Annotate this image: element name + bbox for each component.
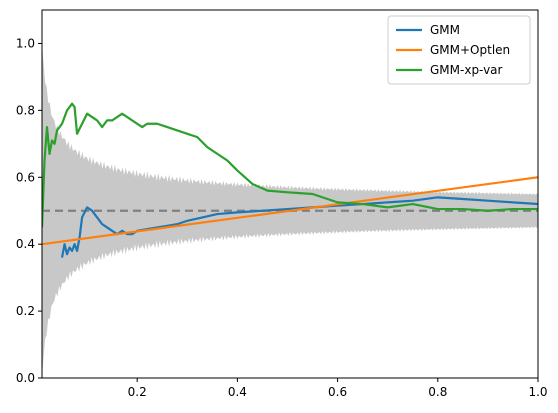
y-tick-label: 0.6 bbox=[16, 170, 35, 184]
legend-label-gmm-xp-var: GMM-xp-var bbox=[430, 63, 503, 77]
x-tick-label: 0.8 bbox=[428, 385, 447, 399]
y-tick-label: 0.0 bbox=[16, 371, 35, 385]
x-tick-label: 0.6 bbox=[328, 385, 347, 399]
legend-label-gmm: GMM bbox=[430, 23, 460, 37]
x-tick-label: 0.4 bbox=[228, 385, 247, 399]
y-tick-label: 0.2 bbox=[16, 304, 35, 318]
x-tick-label: 0.2 bbox=[128, 385, 147, 399]
y-tick-label: 0.8 bbox=[16, 103, 35, 117]
legend-label-gmm-optlen: GMM+Optlen bbox=[430, 43, 510, 57]
x-tick-label: 1.0 bbox=[528, 385, 547, 399]
legend: GMM GMM+Optlen GMM-xp-var bbox=[388, 16, 530, 84]
y-tick-label: 0.4 bbox=[16, 237, 35, 251]
y-tick-label: 1.0 bbox=[16, 36, 35, 50]
